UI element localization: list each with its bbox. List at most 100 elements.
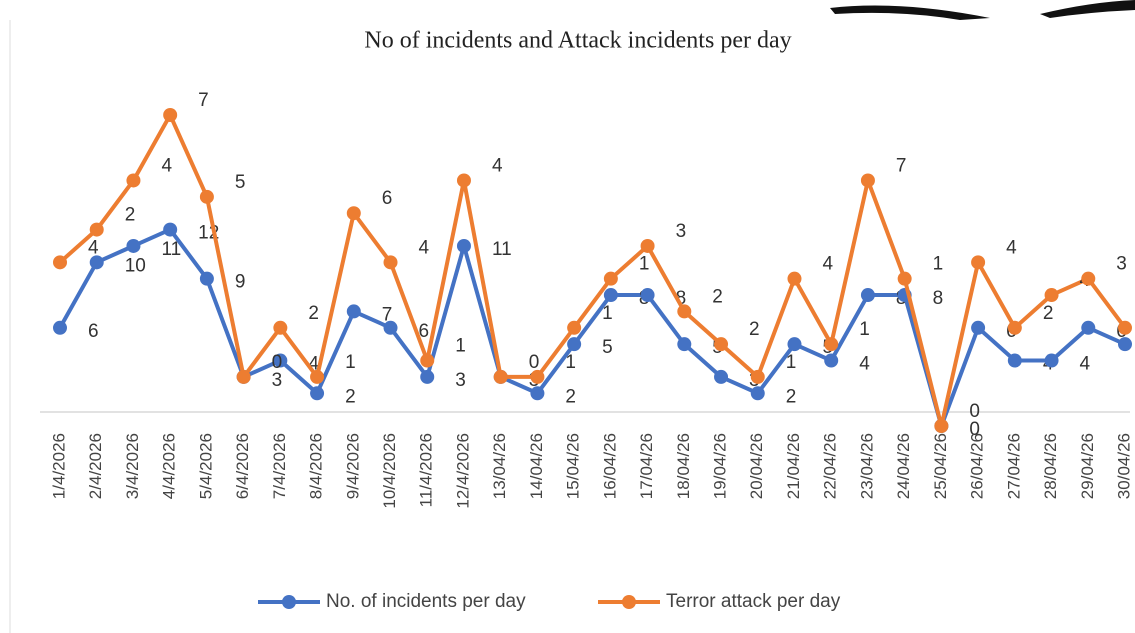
point bbox=[640, 288, 655, 303]
point bbox=[640, 238, 655, 253]
data-label: 7 bbox=[382, 304, 393, 325]
point bbox=[53, 255, 67, 270]
x-tick-label: 15/04/26 bbox=[564, 433, 583, 499]
legend-marker bbox=[282, 595, 296, 609]
x-tick-label: 11/4/2026 bbox=[417, 433, 436, 507]
legend-label: No. of incidents per day bbox=[326, 591, 526, 612]
decoration bbox=[830, 0, 1135, 20]
point bbox=[456, 238, 471, 253]
x-tick-label: 29/04/26 bbox=[1078, 433, 1097, 499]
point bbox=[310, 386, 325, 401]
point bbox=[824, 353, 839, 368]
point bbox=[236, 369, 251, 384]
x-tick-label: 30/04/26 bbox=[1114, 433, 1133, 499]
point bbox=[567, 337, 582, 352]
x-tick-label: 1/4/2026 bbox=[49, 433, 68, 499]
x-tick-label: 22/04/26 bbox=[821, 433, 840, 499]
x-tick-label: 16/04/26 bbox=[600, 433, 619, 499]
data-label: 4 bbox=[419, 237, 430, 258]
point bbox=[530, 386, 545, 401]
data-label: 8 bbox=[676, 288, 687, 309]
series-line bbox=[58, 113, 1127, 428]
point bbox=[89, 222, 104, 237]
x-tick-label: 7/4/2026 bbox=[270, 433, 289, 499]
data-label: 0 bbox=[529, 352, 540, 373]
data-label: 4 bbox=[161, 155, 172, 176]
data-label: 0 bbox=[969, 401, 980, 422]
data-label: 1 bbox=[859, 319, 870, 340]
point bbox=[89, 255, 104, 270]
point bbox=[750, 369, 765, 384]
x-tick-label: 19/04/26 bbox=[711, 433, 730, 499]
point bbox=[1007, 320, 1022, 335]
legend-marker bbox=[622, 595, 636, 609]
point bbox=[1044, 288, 1059, 303]
x-tick-label: 25/04/26 bbox=[931, 433, 950, 499]
x-tick-label: 4/4/2026 bbox=[160, 433, 179, 499]
data-label: 1 bbox=[786, 352, 797, 373]
point bbox=[860, 288, 875, 303]
point bbox=[199, 189, 214, 204]
chart-title: No of incidents and Attack incidents per… bbox=[364, 28, 791, 54]
data-label: 2 bbox=[712, 286, 723, 307]
data-label: 1 bbox=[933, 254, 944, 275]
x-tick-label: 14/04/26 bbox=[527, 433, 546, 499]
data-label: 7 bbox=[198, 90, 209, 111]
point bbox=[126, 238, 141, 253]
data-label: 9 bbox=[235, 272, 246, 293]
point bbox=[420, 369, 435, 384]
point bbox=[787, 337, 802, 352]
point bbox=[456, 173, 471, 188]
data-label: 2 bbox=[1043, 303, 1054, 324]
point bbox=[163, 222, 178, 237]
data-label: 4 bbox=[1080, 354, 1091, 375]
legend-label: Terror attack per day bbox=[666, 591, 841, 612]
series-line bbox=[58, 227, 1126, 428]
x-tick-label: 26/04/26 bbox=[968, 433, 987, 499]
point bbox=[971, 320, 986, 335]
x-tick-label: 10/4/2026 bbox=[380, 433, 399, 509]
data-label: 3 bbox=[1116, 254, 1127, 275]
point bbox=[346, 206, 361, 221]
data-label: 6 bbox=[382, 188, 393, 209]
x-tick-label: 12/4/2026 bbox=[453, 433, 472, 509]
point bbox=[897, 271, 912, 286]
data-label: 6 bbox=[419, 321, 430, 342]
x-tick-label: 28/04/26 bbox=[1041, 433, 1060, 499]
x-tick-label: 6/4/2026 bbox=[233, 433, 252, 499]
x-tick-label: 27/04/26 bbox=[1004, 433, 1023, 499]
data-label: 2 bbox=[125, 205, 136, 226]
x-tick-label: 2/4/2026 bbox=[86, 433, 105, 499]
data-label: 1 bbox=[602, 303, 613, 324]
point bbox=[126, 173, 141, 188]
x-tick-label: 5/4/2026 bbox=[196, 433, 215, 499]
point bbox=[163, 108, 178, 122]
data-label: 2 bbox=[786, 386, 797, 407]
point bbox=[934, 419, 949, 433]
data-label: 3 bbox=[455, 370, 466, 391]
data-label: 0 bbox=[272, 352, 283, 373]
point bbox=[971, 255, 986, 270]
data-label: 1 bbox=[455, 336, 466, 357]
point bbox=[1118, 320, 1132, 335]
data-label: 0 bbox=[969, 419, 980, 440]
data-label: 11 bbox=[161, 239, 181, 260]
point bbox=[1081, 320, 1096, 335]
point bbox=[603, 271, 618, 286]
x-tick-label: 23/04/26 bbox=[857, 433, 876, 499]
x-tick-label: 13/04/26 bbox=[490, 433, 509, 499]
data-label: 1 bbox=[345, 352, 356, 373]
x-tick-label: 18/04/26 bbox=[674, 433, 693, 499]
point bbox=[860, 173, 875, 188]
point bbox=[677, 304, 692, 319]
point bbox=[273, 353, 288, 368]
data-label: 10 bbox=[125, 255, 146, 276]
point bbox=[567, 320, 582, 335]
data-label: 4 bbox=[822, 254, 833, 275]
data-label: 4 bbox=[308, 354, 319, 375]
data-label: 2 bbox=[308, 303, 319, 324]
x-tick-label: 8/4/2026 bbox=[307, 433, 326, 499]
point bbox=[824, 337, 839, 352]
point bbox=[714, 369, 729, 384]
